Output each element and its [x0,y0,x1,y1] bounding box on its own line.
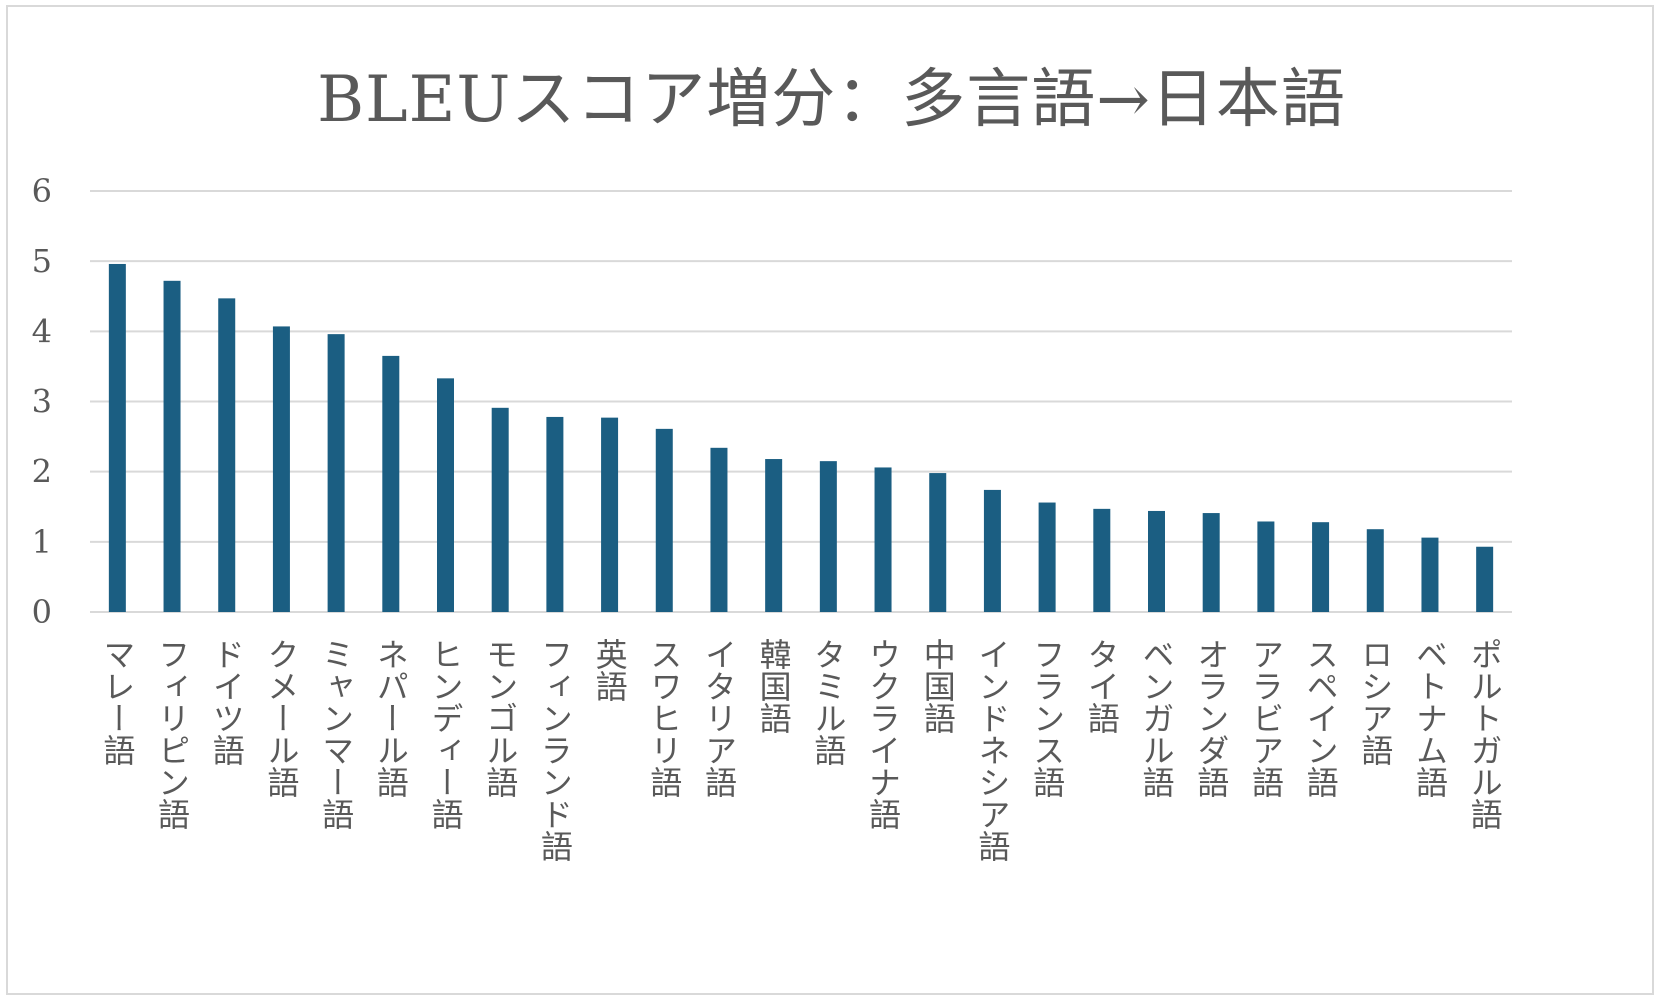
bar-10 [655,428,673,612]
x-tick-label: オランダ語 [1192,638,1230,798]
x-tick-label: ロシア語 [1356,638,1394,766]
x-tick-label: スワヒリ語 [645,638,683,798]
bar-16 [983,489,1001,612]
bar-1 [163,280,181,612]
x-tick-label: ネパール語 [372,638,410,798]
bar-12 [765,459,783,612]
bar-14 [874,467,892,612]
x-tick-label: アラビア語 [1247,638,1285,798]
bar-24 [1421,537,1439,612]
x-tick-label: スペイン語 [1302,638,1340,798]
bar-21 [1257,521,1275,612]
y-tick-label: 0 [32,593,52,631]
bar-23 [1366,529,1384,612]
x-tick-label: フランス語 [1028,638,1066,798]
x-tick-label: ドイツ語 [208,638,246,766]
bar-17 [1038,502,1056,612]
x-tick-label: ヒンディー語 [427,638,465,830]
bars [108,263,1494,612]
bar-18 [1093,508,1111,612]
bar-2 [218,298,236,612]
bar-13 [819,461,837,612]
x-tick-label: ミャンマー語 [317,638,355,830]
bar-5 [382,355,400,612]
bar-4 [327,334,345,612]
x-tick-label: イタリア語 [700,638,738,798]
bar-8 [546,416,564,612]
x-axis-labels: マレー語 フィリピン語 ドイツ語 クメール語 ミャンマー語 ネパール語 ヒンディー語 モンゴル… [98,638,1503,862]
x-tick-label: 中国語 [919,638,957,734]
x-tick-label: インドネシア語 [973,638,1011,862]
x-tick-label: ポルトガル語 [1466,638,1504,830]
bar-19 [1148,510,1165,612]
chart-title: BLEUスコア増分：多言語→日本語 [317,63,1346,137]
bar-9 [601,417,619,612]
bar-7 [491,407,509,612]
y-tick-label: 5 [32,242,52,280]
x-tick-label: タミル語 [809,638,847,766]
gridlines [90,190,1512,613]
x-tick-label: ウクライナ語 [864,638,902,830]
y-tick-label: 2 [32,453,52,491]
x-tick-label: フィリピン語 [153,638,191,830]
bar-6 [437,378,454,612]
y-tick-label: 4 [32,312,52,350]
x-tick-label: ベンガル語 [1138,638,1176,798]
y-tick-label: 6 [32,172,52,210]
bar-3 [272,326,290,612]
x-tick-label: ベトナム語 [1411,638,1449,798]
bar-15 [929,473,947,612]
x-tick-label: 韓国語 [755,638,793,734]
y-tick-label: 3 [32,383,52,421]
x-tick-label: モンゴル語 [481,638,519,798]
x-tick-label: マレー語 [98,638,136,766]
bar-11 [710,447,728,612]
bar-22 [1312,522,1330,612]
y-axis-ticks: 0 1 2 3 4 5 6 [32,172,52,631]
x-tick-label: 英語 [591,638,629,702]
x-tick-label: クメール語 [262,638,300,798]
bar-20 [1202,513,1220,612]
bar-0 [108,263,126,612]
x-tick-label: フィンランド語 [536,638,574,862]
bar-25 [1476,546,1494,612]
y-tick-label: 1 [32,523,52,561]
x-tick-label: タイ語 [1083,638,1121,734]
